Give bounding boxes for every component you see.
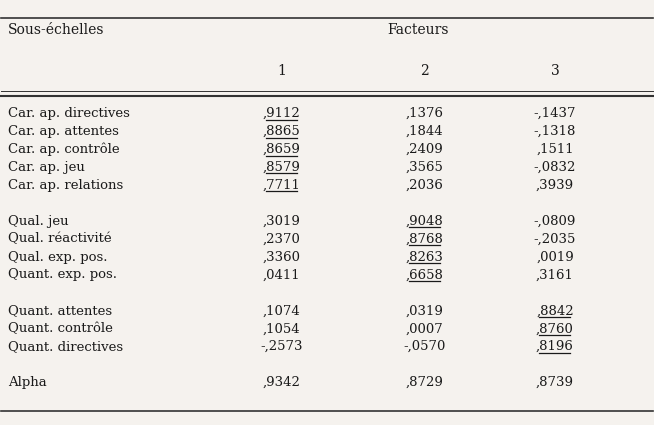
Text: Qual. jeu: Qual. jeu [8,215,69,228]
Text: ,0019: ,0019 [536,250,574,264]
Text: ,8263: ,8263 [405,250,443,264]
Text: Quant. attentes: Quant. attentes [8,304,112,317]
Text: ,1376: ,1376 [405,107,443,120]
Text: Sous-échelles: Sous-échelles [8,23,105,37]
Text: ,8579: ,8579 [262,161,300,174]
Text: ,0007: ,0007 [406,322,443,335]
Text: ,3565: ,3565 [405,161,443,174]
Text: ,9112: ,9112 [262,107,300,120]
Text: ,3019: ,3019 [262,215,300,228]
Text: -,1437: -,1437 [534,107,576,120]
Text: ,3360: ,3360 [262,250,300,264]
Text: ,8739: ,8739 [536,376,574,389]
Text: 1: 1 [277,64,286,78]
Text: Car. ap. contrôle: Car. ap. contrôle [8,143,120,156]
Text: ,8659: ,8659 [262,143,300,156]
Text: ,3161: ,3161 [536,269,574,281]
Text: -,0809: -,0809 [534,215,576,228]
Text: -,2035: -,2035 [534,232,576,246]
Text: Quant. directives: Quant. directives [8,340,123,353]
Text: Qual. exp. pos.: Qual. exp. pos. [8,250,107,264]
Text: Car. ap. attentes: Car. ap. attentes [8,125,119,138]
Text: Qual. réactivité: Qual. réactivité [8,232,112,246]
Text: ,9048: ,9048 [406,215,443,228]
Text: Car. ap. directives: Car. ap. directives [8,107,129,120]
Text: ,2409: ,2409 [406,143,443,156]
Text: ,1074: ,1074 [262,304,300,317]
Text: ,8842: ,8842 [536,304,574,317]
Text: ,8729: ,8729 [405,376,443,389]
Text: -,0832: -,0832 [534,161,576,174]
Text: ,8196: ,8196 [536,340,574,353]
Text: ,6658: ,6658 [405,269,443,281]
Text: Car. ap. relations: Car. ap. relations [8,179,123,192]
Text: -,1318: -,1318 [534,125,576,138]
Text: ,1844: ,1844 [406,125,443,138]
Text: Car. ap. jeu: Car. ap. jeu [8,161,85,174]
Text: ,9342: ,9342 [262,376,300,389]
Text: ,3939: ,3939 [536,179,574,192]
Text: Quant. exp. pos.: Quant. exp. pos. [8,269,117,281]
Text: ,8768: ,8768 [405,232,443,246]
Text: ,2036: ,2036 [405,179,443,192]
Text: -,2573: -,2573 [260,340,303,353]
Text: ,0319: ,0319 [405,304,443,317]
Text: ,8760: ,8760 [536,322,574,335]
Text: ,1511: ,1511 [536,143,574,156]
Text: ,2370: ,2370 [262,232,300,246]
Text: Quant. contrôle: Quant. contrôle [8,322,112,335]
Text: Alpha: Alpha [8,376,46,389]
Text: ,7711: ,7711 [262,179,300,192]
Text: ,0411: ,0411 [263,269,300,281]
Text: Facteurs: Facteurs [387,23,449,37]
Text: ,1054: ,1054 [263,322,300,335]
Text: 2: 2 [421,64,429,78]
Text: 3: 3 [551,64,559,78]
Text: -,0570: -,0570 [404,340,446,353]
Text: ,8865: ,8865 [262,125,300,138]
